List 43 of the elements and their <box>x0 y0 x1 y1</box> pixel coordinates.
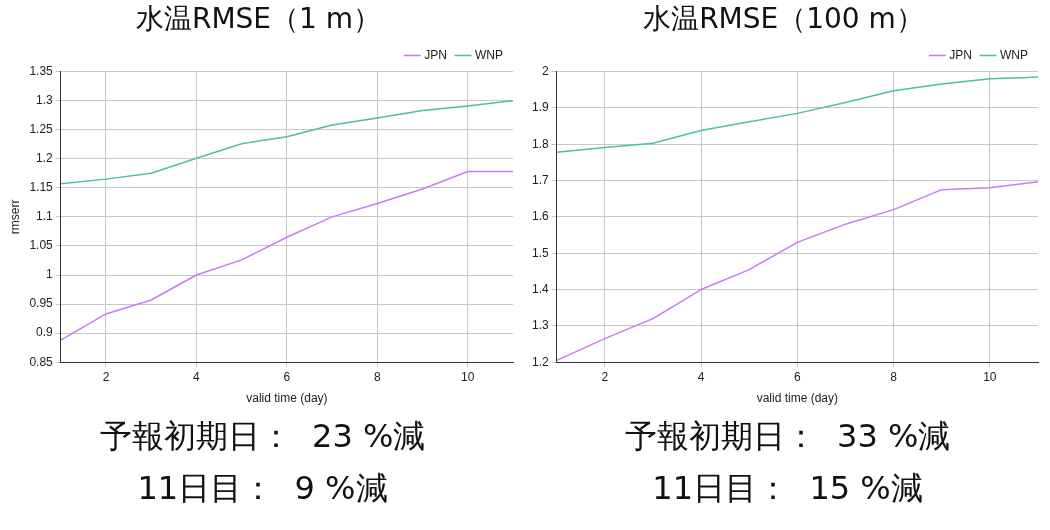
y-tick-label: 0.9 <box>36 325 54 340</box>
text: 予報初期日： 33 %減 <box>623 416 952 457</box>
y-tick-label: 1.25 <box>29 122 54 137</box>
chart-title: 水温RMSE（1 m） <box>135 2 382 36</box>
y-tick-label: 1.4 <box>531 281 549 296</box>
y-tick-label: 1.8 <box>531 136 549 151</box>
legend-label: WNP <box>1000 47 1028 62</box>
y-tick-label: 0.85 <box>29 354 54 369</box>
x-tick-label: 6 <box>283 369 291 384</box>
y-axis-title: rmserr <box>7 199 22 235</box>
y-tick-label: 1.1 <box>36 209 54 224</box>
x-tick-label: 6 <box>794 369 801 384</box>
y-tick-label: 1.5 <box>531 245 549 260</box>
legend-label: WNP <box>475 47 503 62</box>
x-axis-title: valid time (day) <box>756 391 839 406</box>
y-tick-label: 1.3 <box>531 318 549 333</box>
y-tick-label: 0.95 <box>29 296 54 311</box>
text: 11日目： 15 %減 <box>651 468 924 509</box>
y-tick-label: 1.35 <box>29 63 54 78</box>
legend-label: JPN <box>949 47 973 62</box>
y-tick-label: 1 <box>46 267 54 282</box>
x-tick-label: 10 <box>461 369 475 384</box>
x-tick-label: 8 <box>890 369 898 384</box>
x-tick-label: 8 <box>373 369 381 384</box>
y-tick-label: 1.2 <box>36 151 54 166</box>
y-tick-label: 1.6 <box>531 209 549 224</box>
x-axis-title: valid time (day) <box>246 391 328 406</box>
x-tick-label: 2 <box>601 369 609 384</box>
x-tick-label: 2 <box>102 369 110 384</box>
x-tick-label: 4 <box>193 369 201 384</box>
text: 11日目： 9 %減 <box>136 468 389 509</box>
x-tick-label: 4 <box>697 369 705 384</box>
x-tick-label: 10 <box>983 369 997 384</box>
y-tick-label: 1.7 <box>531 172 549 187</box>
y-tick-label: 1.05 <box>29 238 54 253</box>
legend-label: JPN <box>424 47 448 62</box>
y-tick-label: 1.9 <box>531 100 549 115</box>
y-tick-label: 1.3 <box>36 92 54 107</box>
text: 予報初期日： 23 %減 <box>98 416 427 457</box>
chart-title: 水温RMSE（100 m） <box>643 2 924 36</box>
y-tick-label: 2 <box>541 63 549 78</box>
y-tick-label: 1.15 <box>29 180 54 195</box>
y-tick-label: 1.2 <box>531 354 549 369</box>
